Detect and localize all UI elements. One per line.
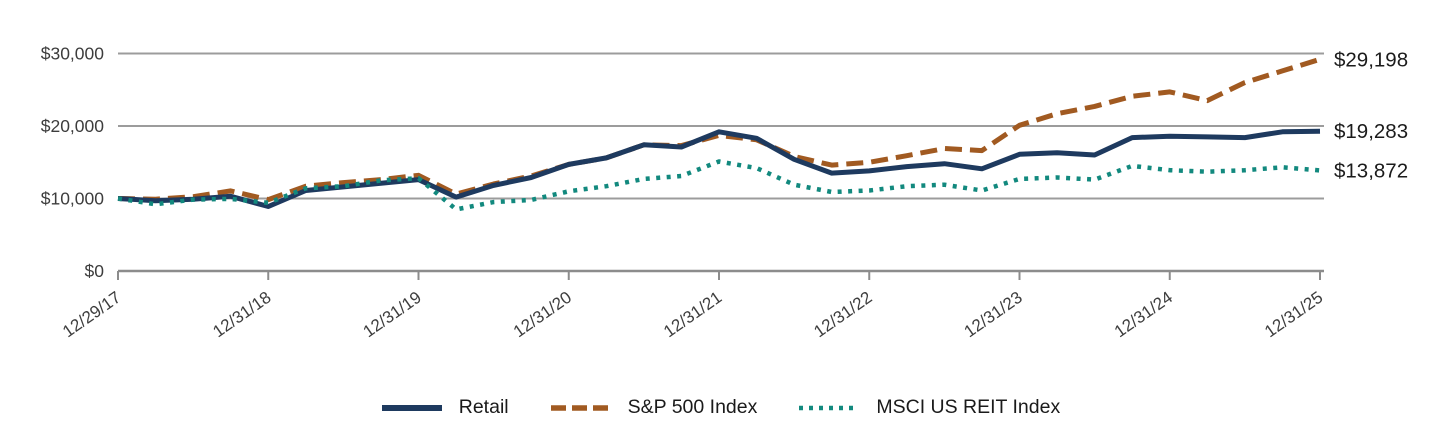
x-axis-tick-label: 12/31/19 bbox=[360, 288, 425, 342]
legend-label-msci-us-reit: MSCI US REIT Index bbox=[876, 396, 1061, 418]
legend-item-retail: Retail bbox=[380, 396, 509, 419]
legend-item-sp500: S&P 500 Index bbox=[549, 396, 758, 419]
msci-us-reit-line-swatch bbox=[799, 405, 860, 410]
chart-plot-area: $0 $10,000 $20,000 $30,000 12/29/17 12/31/18 1… bbox=[41, 44, 1408, 342]
x-axis-tick-label: 12/31/21 bbox=[660, 288, 725, 342]
x-axis-tick-label: 12/31/20 bbox=[510, 288, 575, 342]
y-axis-tick-label: $10,000 bbox=[41, 189, 105, 209]
series-line-sp500 bbox=[117, 56, 1321, 203]
end-value-label-msci-us-reit: $13,872 bbox=[1334, 159, 1408, 182]
y-axis-tick-label: $30,000 bbox=[41, 44, 105, 64]
legend-label-sp500: S&P 500 Index bbox=[627, 396, 758, 418]
series-line-retail bbox=[117, 128, 1321, 209]
x-axis-tick-label: 12/31/25 bbox=[1261, 288, 1326, 342]
legend-item-msci-us-reit: MSCI US REIT Index bbox=[797, 396, 1060, 419]
x-axis-tick-label: 12/31/24 bbox=[1111, 288, 1176, 342]
x-axis-tick-label: 12/31/23 bbox=[961, 288, 1026, 342]
x-axis-tick-label: 12/31/18 bbox=[209, 288, 274, 342]
legend-label-retail: Retail bbox=[458, 396, 509, 418]
chart-legend: Retail S&P 500 Index MSCI US REIT Index bbox=[0, 396, 1440, 419]
end-value-label-sp500: $29,198 bbox=[1334, 48, 1408, 71]
y-axis-tick-label: $0 bbox=[85, 261, 105, 281]
sp500-line-swatch bbox=[550, 404, 611, 411]
series-line-msci-us-reit bbox=[117, 159, 1321, 212]
x-axis-tick-label: 12/29/17 bbox=[59, 288, 124, 342]
x-axis-tick-label: 12/31/22 bbox=[810, 288, 875, 342]
end-value-label-retail: $19,283 bbox=[1334, 120, 1408, 143]
y-axis-tick-label: $20,000 bbox=[41, 116, 105, 136]
retail-line-swatch bbox=[381, 404, 442, 411]
